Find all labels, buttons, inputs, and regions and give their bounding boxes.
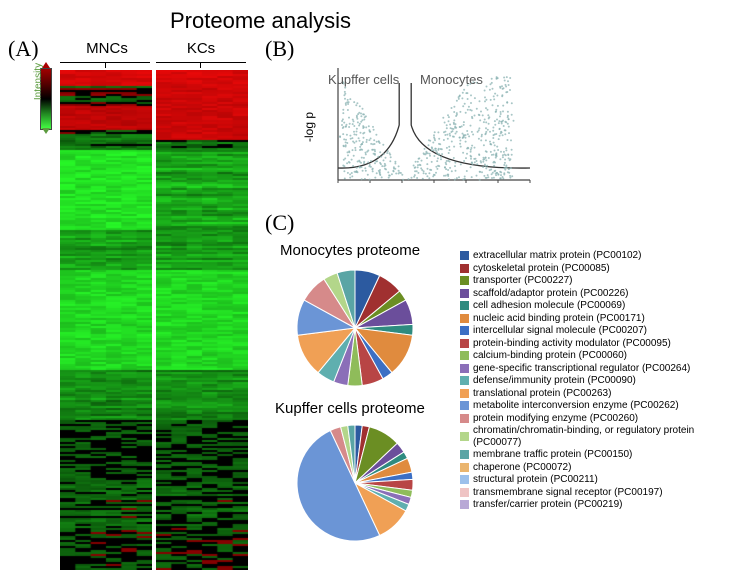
legend-item: intercellular signal molecule (PC00207) — [460, 325, 730, 337]
legend-item: nucleic acid binding protein (PC00171) — [460, 313, 730, 325]
legend-swatch — [460, 264, 469, 273]
panel-a-label: (A) — [8, 36, 39, 62]
legend-swatch — [460, 401, 469, 410]
legend-text: nucleic acid binding protein (PC00171) — [473, 313, 645, 325]
legend-swatch — [460, 376, 469, 385]
legend-text: calcium-binding protein (PC00060) — [473, 350, 627, 362]
legend-item: gene-specific transcriptional regulator … — [460, 363, 730, 375]
legend-item: extracellular matrix protein (PC00102) — [460, 250, 730, 262]
legend-item: cell adhesion molecule (PC00069) — [460, 300, 730, 312]
legend-swatch — [460, 314, 469, 323]
legend-item: chaperone (PC00072) — [460, 462, 730, 474]
legend-swatch — [460, 301, 469, 310]
legend-item: scaffold/adaptor protein (PC00226) — [460, 288, 730, 300]
legend-swatch — [460, 339, 469, 348]
legend-swatch — [460, 500, 469, 509]
legend-swatch — [460, 475, 469, 484]
legend-item: transfer/carrier protein (PC00219) — [460, 499, 730, 511]
legend-text: cytoskeletal protein (PC00085) — [473, 263, 610, 275]
col-tick-1 — [105, 62, 106, 68]
heatmap-col-mncs — [60, 70, 152, 570]
volcano-label-kupffer: Kupffer cells — [328, 72, 399, 87]
legend-text: transfer/carrier protein (PC00219) — [473, 499, 623, 511]
legend-swatch — [460, 389, 469, 398]
legend-item: cytoskeletal protein (PC00085) — [460, 263, 730, 275]
legend-text: defense/immunity protein (PC00090) — [473, 375, 636, 387]
pie-kupffer — [290, 418, 420, 548]
volcano-label-monocytes: Monocytes — [420, 72, 483, 87]
legend-text: intercellular signal molecule (PC00207) — [473, 325, 647, 337]
legend-item: chromatin/chromatin-binding, or regulato… — [460, 425, 730, 448]
legend-text: transporter (PC00227) — [473, 275, 573, 287]
legend-item: transmembrane signal receptor (PC00197) — [460, 487, 730, 499]
legend-text: membrane traffic protein (PC00150) — [473, 449, 632, 461]
legend-text: chromatin/chromatin-binding, or regulato… — [473, 425, 730, 448]
legend-item: defense/immunity protein (PC00090) — [460, 375, 730, 387]
legend: extracellular matrix protein (PC00102)cy… — [460, 250, 730, 512]
legend-text: extracellular matrix protein (PC00102) — [473, 250, 641, 262]
legend-item: calcium-binding protein (PC00060) — [460, 350, 730, 362]
legend-swatch — [460, 276, 469, 285]
legend-item: translational protein (PC00263) — [460, 388, 730, 400]
legend-swatch — [460, 289, 469, 298]
legend-text: scaffold/adaptor protein (PC00226) — [473, 288, 628, 300]
col-label-mncs: MNCs — [60, 40, 154, 57]
legend-swatch — [460, 450, 469, 459]
legend-item: structural protein (PC00211) — [460, 474, 730, 486]
intensity-label: Intensity — [33, 63, 44, 100]
legend-text: structural protein (PC00211) — [473, 474, 598, 486]
legend-swatch — [460, 463, 469, 472]
main-title: Proteome analysis — [170, 8, 351, 34]
legend-text: chaperone (PC00072) — [473, 462, 571, 474]
heatmap-col-kcs — [156, 70, 248, 570]
legend-swatch — [460, 351, 469, 360]
pie-title-monocytes: Monocytes proteome — [280, 242, 420, 259]
legend-text: transmembrane signal receptor (PC00197) — [473, 487, 663, 499]
legend-text: gene-specific transcriptional regulator … — [473, 363, 690, 375]
legend-swatch — [460, 364, 469, 373]
pie-monocytes — [290, 263, 420, 393]
intensity-arrow-down-icon — [42, 128, 50, 134]
heatmap — [60, 70, 248, 570]
pie-title-kupffer: Kupffer cells proteome — [275, 400, 425, 417]
legend-swatch — [460, 414, 469, 423]
legend-text: translational protein (PC00263) — [473, 388, 611, 400]
col-label-kcs: KCs — [154, 40, 248, 57]
legend-item: protein modifying enzyme (PC00260) — [460, 413, 730, 425]
legend-text: protein-binding activity modulator (PC00… — [473, 338, 671, 350]
legend-swatch — [460, 432, 469, 441]
legend-swatch — [460, 326, 469, 335]
panel-b-label: (B) — [265, 36, 294, 62]
legend-item: transporter (PC00227) — [460, 275, 730, 287]
col-bar-2 — [156, 62, 246, 63]
legend-swatch — [460, 251, 469, 260]
volcano-y-axis-label: -log p — [302, 112, 316, 142]
legend-text: metabolite interconversion enzyme (PC002… — [473, 400, 679, 412]
legend-text: cell adhesion molecule (PC00069) — [473, 300, 625, 312]
legend-item: protein-binding activity modulator (PC00… — [460, 338, 730, 350]
heatmap-column-labels: MNCs KCs — [60, 40, 248, 57]
col-tick-2 — [200, 62, 201, 68]
legend-item: metabolite interconversion enzyme (PC002… — [460, 400, 730, 412]
legend-text: protein modifying enzyme (PC00260) — [473, 413, 638, 425]
legend-swatch — [460, 488, 469, 497]
legend-item: membrane traffic protein (PC00150) — [460, 449, 730, 461]
panel-c-label: (C) — [265, 210, 294, 236]
